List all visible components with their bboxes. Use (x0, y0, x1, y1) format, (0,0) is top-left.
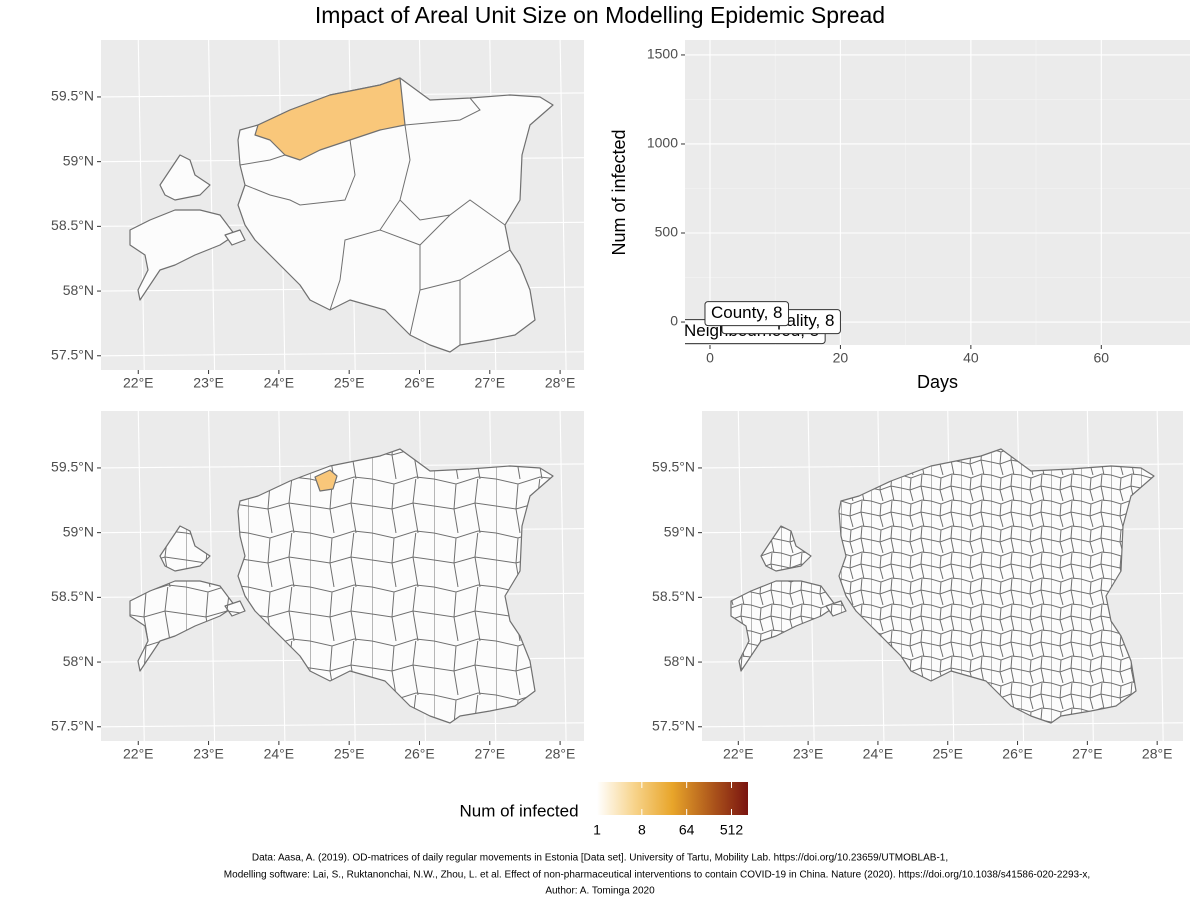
y-tick-label: 500 (655, 224, 679, 240)
x-tick-label: 26°E (404, 746, 435, 762)
caption-line: Data: Aasa, A. (2019). OD-matrices of da… (252, 853, 948, 864)
county-borders (239, 97, 511, 345)
y-tick-label: 59.5°N (51, 459, 94, 475)
grid-line (137, 410, 145, 742)
y-axis-title: Num of infected (609, 129, 629, 255)
overlays: 22°E 23°E 24°E 25°E 26°E 27°E 28°E 57.5°N 58°N 58… (51, 46, 1172, 762)
x-tick-label: 22°E (723, 746, 754, 762)
x-tick-label: 40 (963, 350, 979, 366)
value-label: County, 8 (704, 301, 789, 327)
x-tick-label: 27°E (475, 746, 506, 762)
x-tick-label: 24°E (264, 746, 295, 762)
colorbar-label: 64 (679, 822, 695, 838)
x-tick-label: 27°E (1072, 746, 1103, 762)
x-tick-label: 26°E (404, 375, 435, 391)
grid-line (737, 410, 745, 742)
y-tick-label: 59.5°N (51, 88, 94, 104)
y-tick-label: 1500 (647, 46, 678, 62)
y-tick-label: 58°N (63, 653, 94, 669)
x-tick-label: 26°E (1002, 746, 1033, 762)
x-tick-label: 0 (706, 350, 714, 366)
y-tick-label: 57.5°N (652, 717, 695, 733)
x-tick-label: 28°E (545, 746, 576, 762)
y-tick-label: 57.5°N (51, 717, 94, 733)
label-box (704, 301, 789, 327)
caption-line: Author: A. Tominga 2020 (545, 886, 655, 897)
grid-line (208, 39, 216, 371)
y-tick-label: 59°N (664, 523, 695, 539)
x-tick-label: 22°E (123, 746, 154, 762)
grid-line (559, 39, 567, 371)
label-text: County, 8 (711, 303, 783, 322)
grid-line (701, 722, 1184, 728)
grid-line (807, 410, 815, 742)
x-tick-label: 25°E (334, 746, 365, 762)
x-tick-label: 22°E (123, 375, 154, 391)
x-tick-label: 28°E (545, 375, 576, 391)
x-tick-label: 24°E (863, 746, 894, 762)
y-tick-label: 59°N (63, 152, 94, 168)
colorbar-label: 1 (593, 822, 601, 838)
y-tick-label: 57.5°N (51, 346, 94, 362)
x-tick-label: 27°E (475, 375, 506, 391)
x-tick-label: 24°E (264, 375, 295, 391)
y-tick-label: 58.5°N (51, 217, 94, 233)
panel-background (685, 40, 1190, 345)
x-tick-label: 28°E (1142, 746, 1173, 762)
grid-line (1156, 410, 1164, 742)
x-tick-label: 20 (833, 350, 849, 366)
grid-line (559, 410, 567, 742)
grid-line (100, 722, 585, 728)
x-tick-label: 60 (1094, 350, 1110, 366)
grid-line (100, 351, 585, 357)
y-tick-label: 0 (670, 313, 678, 329)
y-tick-label: 59°N (63, 523, 94, 539)
x-tick-label: 25°E (932, 746, 963, 762)
colorbar (597, 782, 748, 815)
x-tick-label: 23°E (793, 746, 824, 762)
x-tick-label: 25°E (334, 375, 365, 391)
y-tick-label: 59.5°N (652, 459, 695, 475)
y-tick-label: 1000 (647, 135, 678, 151)
y-tick-label: 58°N (63, 282, 94, 298)
y-tick-label: 58.5°N (51, 588, 94, 604)
legend-title: Num of infected (459, 801, 578, 820)
grid-line (208, 410, 216, 742)
x-axis-title: Days (917, 372, 958, 392)
caption-line: Modelling software: Lai, S., Ruktanoncha… (224, 870, 1090, 881)
x-tick-label: 23°E (193, 375, 224, 391)
y-tick-label: 58.5°N (652, 588, 695, 604)
x-tick-label: 23°E (193, 746, 224, 762)
infected-county (254, 77, 406, 161)
grid-line (137, 39, 145, 371)
figure-title: Impact of Areal Unit Size on Modelling E… (315, 2, 885, 28)
map-county (130, 77, 553, 352)
colorbar-label: 8 (638, 822, 646, 838)
infected-municipality (314, 469, 338, 492)
y-tick-label: 58°N (664, 653, 695, 669)
colorbar-label: 512 (720, 822, 744, 838)
